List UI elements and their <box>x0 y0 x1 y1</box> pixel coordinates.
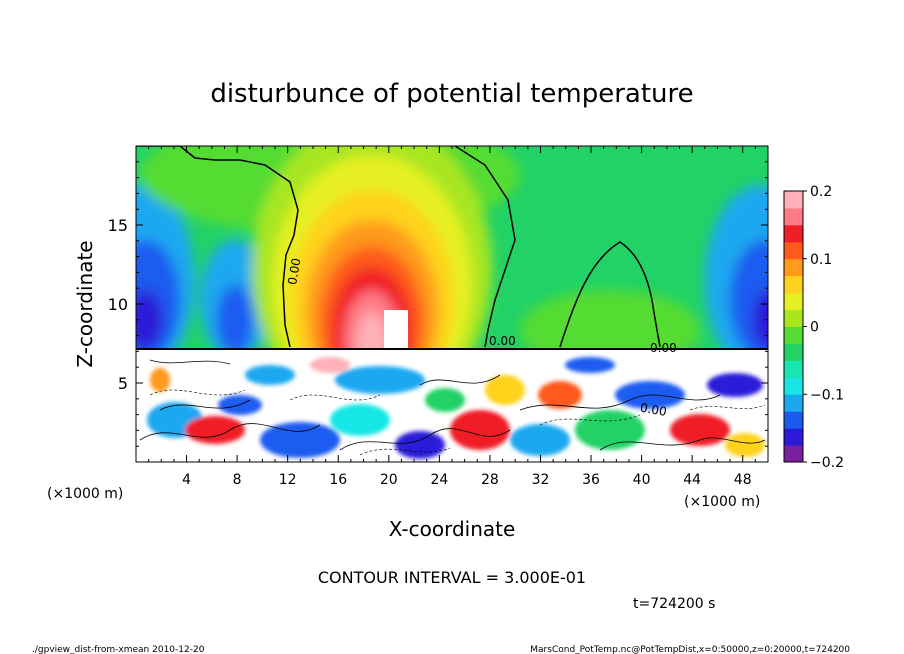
colorbar-tick-label: 0.1 <box>810 252 832 268</box>
zero-contour <box>136 146 661 348</box>
x-tick-label: 20 <box>380 472 398 488</box>
colorbar-swatch <box>784 309 803 327</box>
colorbar-swatch <box>784 445 803 463</box>
colorbar-swatch <box>784 258 803 277</box>
colorbar-swatch <box>784 224 803 243</box>
x-unit-left: (×1000 m) <box>47 486 123 502</box>
contour-label: 0.00 <box>650 341 677 355</box>
colorbar-swatch <box>784 241 803 260</box>
x-tick-label: 28 <box>481 472 499 488</box>
colorbar-swatch <box>784 292 803 311</box>
x-tick-label: 16 <box>329 472 347 488</box>
contour-interval: CONTOUR INTERVAL = 3.000E-01 <box>318 568 586 587</box>
colorbar-swatch <box>784 411 803 429</box>
colorbar-swatch <box>784 343 803 361</box>
y-tick-label: 15 <box>108 216 128 235</box>
y-tick-label: 10 <box>108 295 128 314</box>
colorbar-tick-label: 0.2 <box>810 184 832 200</box>
colorbar: 0.2 0.1 0 −0.1 −0.2 <box>783 184 844 471</box>
footer-right: MarsCond_PotTemp.nc@PotTempDist,x=0:5000… <box>530 645 850 654</box>
x-tick-label: 8 <box>233 472 242 488</box>
x-tick-label: 48 <box>734 472 752 488</box>
x-axis: 4 8 12 16 20 24 28 32 36 40 44 48 <box>148 146 756 488</box>
colorbar-swatch <box>784 275 803 294</box>
time-label: t=724200 s <box>633 596 715 612</box>
contour-label-group: 0.00 0.00 0.00 0.00 <box>285 257 677 419</box>
colorbar-tick-label: 0 <box>810 320 819 336</box>
x-tick-label: 24 <box>430 472 448 488</box>
x-unit-right: (×1000 m) <box>684 494 760 510</box>
x-tick-label: 4 <box>182 472 191 488</box>
colorbar-tick-label: −0.1 <box>810 387 844 403</box>
colorbar-swatch <box>784 360 803 378</box>
contour-label: 0.00 <box>285 257 303 286</box>
footer-left: ./gpview_dist-from-xmean 2010-12-20 <box>32 645 205 654</box>
colorbar-swatch <box>784 191 803 209</box>
y-axis: 5 10 15 <box>108 161 768 447</box>
plot-area <box>135 145 769 463</box>
colorbar-swatch <box>784 207 803 226</box>
x-tick-label: 44 <box>683 472 701 488</box>
lower-contours <box>139 359 766 451</box>
x-tick-label: 12 <box>279 472 297 488</box>
y-tick-label: 5 <box>118 374 128 393</box>
lower-contours-dashed <box>149 389 766 456</box>
colorbar-tick-label: −0.2 <box>810 455 844 471</box>
colorbar-swatch <box>784 428 803 446</box>
colorbar-swatch <box>784 326 803 344</box>
contour-label: 0.00 <box>639 401 668 419</box>
colorbar-swatch <box>784 394 803 412</box>
y-axis-title: Z-coordinate <box>73 240 97 367</box>
contour-label: 0.00 <box>489 334 516 348</box>
chart-title: disturbunce of potential temperature <box>210 79 693 109</box>
white-patch <box>384 310 408 350</box>
x-tick-label: 32 <box>532 472 550 488</box>
x-tick-label: 36 <box>582 472 600 488</box>
x-axis-title: X-coordinate <box>389 517 516 541</box>
colorbar-swatch <box>784 377 803 395</box>
x-tick-label: 40 <box>633 472 651 488</box>
